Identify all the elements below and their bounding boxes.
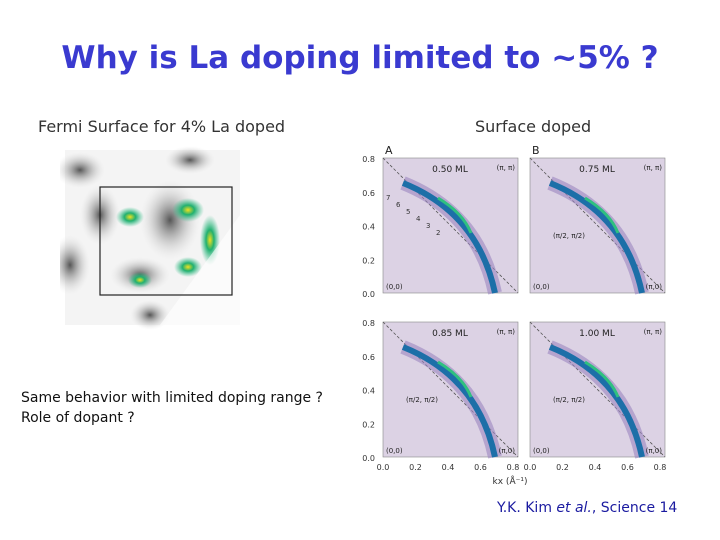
marker-label: 6 xyxy=(396,201,401,209)
x-tick-label: 0.0 xyxy=(377,463,390,472)
corner-label: (π, π) xyxy=(644,164,663,172)
citation: Y.K. Kim et al., Science 14 xyxy=(497,500,677,516)
citation-journal: , Science 14 xyxy=(591,500,678,516)
marker-label: 7 xyxy=(386,194,390,202)
citation-authors: Y.K. Kim xyxy=(497,500,557,516)
band-core xyxy=(584,360,620,398)
corner-label: (π/2, π/2) xyxy=(406,396,438,404)
corner-label: (π/2, π/2) xyxy=(553,396,585,404)
x-tick-label: 0.6 xyxy=(621,463,634,472)
band-core xyxy=(437,360,473,398)
band xyxy=(401,180,498,294)
band xyxy=(401,344,498,458)
y-tick-label: 0.2 xyxy=(362,256,375,265)
corner-label: (0,0) xyxy=(386,283,403,291)
x-tick-label: 0.0 xyxy=(524,463,537,472)
corner-label: (π, π) xyxy=(644,328,663,336)
corner-label: (0,0) xyxy=(533,283,550,291)
marker-label: 2 xyxy=(436,229,440,237)
y-tick-label: 0.4 xyxy=(362,387,375,396)
corner-label: (0,0) xyxy=(533,447,550,455)
corner-label: (π,0) xyxy=(646,447,663,455)
note: Same behavior with limited doping range … xyxy=(21,390,323,406)
panel-coverage: 0.85 ML xyxy=(432,329,468,339)
left-caption: Fermi Surface for 4% La doped xyxy=(38,117,286,136)
note: Role of dopant ? xyxy=(21,410,135,426)
x-tick-label: 0.8 xyxy=(507,463,520,472)
y-tick-label: 0.4 xyxy=(362,223,375,232)
y-tick-label: 0.0 xyxy=(362,290,375,299)
corner-label: (π, π) xyxy=(497,328,516,336)
panel-letter: B xyxy=(532,144,540,157)
band xyxy=(548,180,645,294)
panel-letter: A xyxy=(385,144,393,157)
y-tick-label: 0.6 xyxy=(362,353,375,362)
panel-coverage: 1.00 ML xyxy=(579,329,615,339)
marker-label: 4 xyxy=(416,215,421,223)
y-tick-label: 0.2 xyxy=(362,420,375,429)
band-core xyxy=(437,196,473,234)
corner-label: (π,0) xyxy=(499,447,516,455)
x-tick-label: 0.8 xyxy=(654,463,667,472)
panel-coverage: 0.75 ML xyxy=(579,165,615,175)
corner-label: (π,0) xyxy=(646,283,663,291)
slide-title: Why is La doping limited to ~5% ? xyxy=(61,40,659,76)
x-tick-label: 0.2 xyxy=(556,463,569,472)
marker-label: 5 xyxy=(406,208,410,216)
panel-coverage: 0.50 ML xyxy=(432,165,468,175)
x-axis-label: kx (Å⁻¹) xyxy=(493,475,528,487)
x-tick-label: 0.4 xyxy=(442,463,455,472)
citation-etal: et al. xyxy=(556,500,592,516)
band-core xyxy=(584,196,620,234)
y-tick-label: 0.6 xyxy=(362,189,375,198)
x-tick-label: 0.4 xyxy=(589,463,602,472)
y-tick-label: 0.8 xyxy=(362,319,375,328)
y-tick-label: 0.8 xyxy=(362,155,375,164)
x-tick-label: 0.2 xyxy=(409,463,422,472)
x-tick-label: 0.6 xyxy=(474,463,487,472)
corner-label: (π, π) xyxy=(497,164,516,172)
y-tick-label: 0.0 xyxy=(362,454,375,463)
marker-label: 3 xyxy=(426,222,430,230)
right-caption: Surface doped xyxy=(475,117,592,136)
fermi-surface-image xyxy=(60,146,240,330)
band xyxy=(548,344,645,458)
corner-label: (0,0) xyxy=(386,447,403,455)
corner-label: (π/2, π/2) xyxy=(553,232,585,240)
